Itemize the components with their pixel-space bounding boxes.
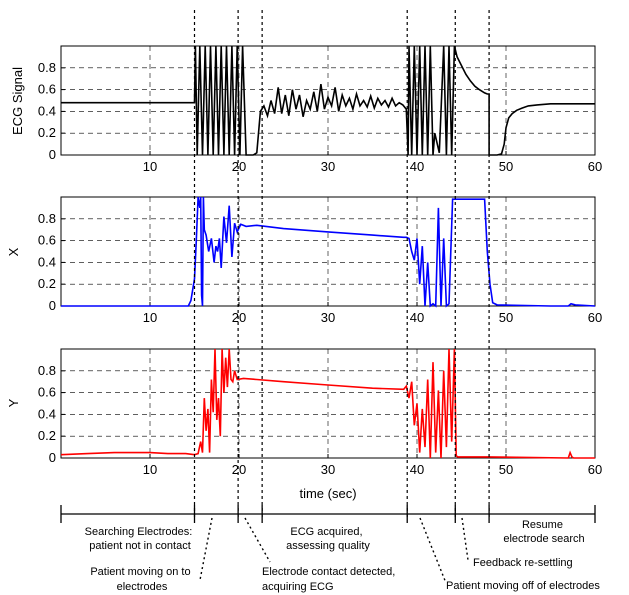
x-xticks: 10 20 30 40 50 60 xyxy=(143,310,602,325)
y-tick-label: 0.8 xyxy=(38,60,56,75)
y-tick-label: 0.2 xyxy=(38,125,56,140)
annotation-moving-on: Patient moving on to electrodes xyxy=(90,566,193,593)
phase-annotations: Searching Electrodes: patient not in con… xyxy=(85,519,601,593)
annotation-searching: Searching Electrodes: patient not in con… xyxy=(85,526,196,552)
x-yticks: 0 0.2 0.4 0.6 0.8 xyxy=(38,211,56,313)
x-tick-label: 40 xyxy=(410,159,424,174)
x-tick-label: 30 xyxy=(321,310,335,325)
x-tick-label: 40 xyxy=(410,310,424,325)
y-tick-label: 0.4 xyxy=(38,103,56,118)
event-markers xyxy=(193,10,490,518)
y-tick-label: 0.6 xyxy=(38,233,56,248)
y-yticks: 0 0.2 0.4 0.6 0.8 xyxy=(38,363,56,465)
ecg-ylabel: ECG Signal xyxy=(10,67,25,135)
y-tick-label: 0.2 xyxy=(38,428,56,443)
x-tick-label: 20 xyxy=(232,159,246,174)
x-tick-label: 10 xyxy=(143,159,157,174)
x-tick-label: 10 xyxy=(143,462,157,477)
y-xticks: 10 20 30 40 50 60 xyxy=(143,462,602,477)
annotation-contact-detected: Electrode contact detected, acquiring EC… xyxy=(262,566,398,593)
timeline xyxy=(60,505,596,523)
y-tick-label: 0.4 xyxy=(38,406,56,421)
y-tick-label: 0.4 xyxy=(38,254,56,269)
y-signal-line xyxy=(60,348,595,459)
ecg-panel: ECG Signal 10 20 30 40 50 60 0 0.2 0.4 0.6 0.8 xyxy=(10,45,602,174)
y-tick-label: 0.6 xyxy=(38,385,56,400)
leader-moving-on xyxy=(199,517,213,581)
annotation-ecg-acquired: ECG acquired, assessing quality xyxy=(286,526,370,552)
x-tick-label: 10 xyxy=(143,310,157,325)
y-tick-label: 0 xyxy=(49,450,56,465)
ecg-yticks: 0 0.2 0.4 0.6 0.8 xyxy=(38,60,56,162)
x-tick-label: 20 xyxy=(232,462,246,477)
x-tick-label: 50 xyxy=(499,462,513,477)
y-tick-label: 0.2 xyxy=(38,276,56,291)
ecg-signal-line xyxy=(61,45,595,156)
ecg-xticks: 10 20 30 40 50 60 xyxy=(143,159,602,174)
x-tick-label: 40 xyxy=(410,462,424,477)
annotation-resettling: Feedback re-settling xyxy=(473,557,573,569)
leader-resettling xyxy=(461,517,469,561)
x-panel: X 10 20 30 40 50 60 0 0.2 0.4 0.6 0.8 xyxy=(6,196,602,325)
x-tick-label: 60 xyxy=(588,159,602,174)
y-tick-label: 0.6 xyxy=(38,82,56,97)
x-tick-label: 50 xyxy=(499,310,513,325)
y-tick-label: 0 xyxy=(49,147,56,162)
y-ylabel: Y xyxy=(6,398,21,407)
y-tick-label: 0 xyxy=(49,298,56,313)
x-tick-label: 30 xyxy=(321,159,335,174)
annotation-moving-off: Patient moving off of electrodes xyxy=(446,580,600,592)
leader-moving-off xyxy=(419,517,447,584)
x-signal-line xyxy=(61,196,596,308)
leader-contact-detected xyxy=(244,517,271,563)
y-tick-label: 0.8 xyxy=(38,363,56,378)
x-tick-label: 60 xyxy=(588,310,602,325)
annotation-resume-search: Resume electrode search xyxy=(503,519,584,545)
x-tick-label: 20 xyxy=(232,310,246,325)
x-tick-label: 60 xyxy=(588,462,602,477)
y-panel: Y 10 20 30 40 50 60 0 0.2 0.4 0.6 0.8 xyxy=(6,348,602,477)
y-tick-label: 0.8 xyxy=(38,211,56,226)
x-tick-label: 30 xyxy=(321,462,335,477)
x-tick-label: 50 xyxy=(499,159,513,174)
x-axis-label: time (sec) xyxy=(299,486,356,501)
x-ylabel: X xyxy=(6,247,21,256)
annotation-leaders xyxy=(199,517,469,584)
